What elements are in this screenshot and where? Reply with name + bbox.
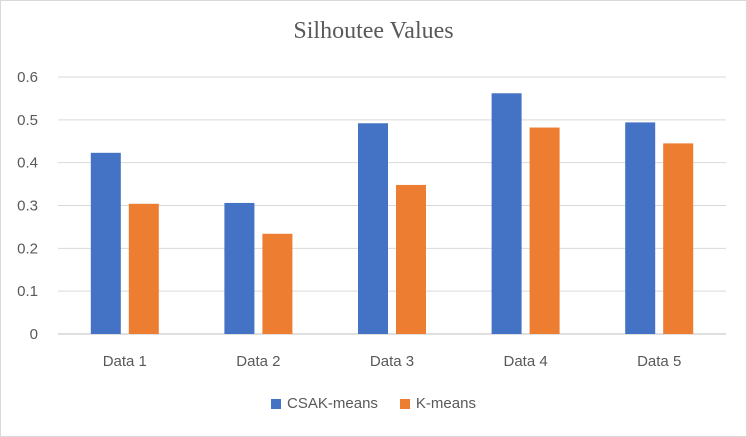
x-tick-label: Data 1	[103, 353, 147, 370]
x-tick-label: Data 4	[503, 353, 547, 370]
y-tick-label: 0.2	[17, 240, 38, 257]
bar-2-1	[128, 203, 159, 334]
bar-2-4	[529, 127, 560, 334]
y-tick-label: 0.5	[17, 112, 38, 129]
chart-title: Silhoutee Values	[293, 18, 454, 44]
y-tick-label: 0	[30, 326, 38, 343]
bars	[90, 93, 694, 334]
bar-2-5	[663, 143, 694, 334]
legend-swatch-series-2	[399, 398, 410, 409]
bar-1-4	[491, 93, 522, 334]
legend-label-series-1: CSAK-means	[287, 395, 378, 412]
bar-2-3	[396, 184, 426, 334]
bar-1-1	[90, 152, 121, 334]
legend-swatch-series-1	[271, 398, 282, 409]
x-tick-label: Data 2	[236, 353, 280, 370]
bar-1-2	[224, 202, 255, 334]
bar-1-3	[358, 123, 388, 334]
y-axis-ticks: 0 0.1 0.2 0.3 0.4 0.5 0.6	[17, 69, 38, 343]
x-tick-label: Data 5	[637, 353, 681, 370]
x-tick-label: Data 3	[370, 353, 414, 370]
bar-1-5	[625, 122, 656, 334]
legend: CSAK-means K-means	[1, 395, 746, 412]
y-tick-label: 0.1	[17, 283, 38, 300]
y-tick-label: 0.3	[17, 198, 38, 215]
gridlines	[58, 76, 726, 335]
y-tick-label: 0.4	[17, 155, 38, 172]
legend-item-series-1: CSAK-means	[271, 395, 378, 412]
legend-item-series-2: K-means	[399, 395, 476, 412]
y-tick-label: 0.6	[17, 69, 38, 86]
x-axis-ticks: Data 1 Data 2 Data 3 Data 4 Data 5	[103, 353, 682, 370]
legend-label-series-2: K-means	[415, 395, 476, 412]
bar-2-2	[262, 233, 293, 334]
